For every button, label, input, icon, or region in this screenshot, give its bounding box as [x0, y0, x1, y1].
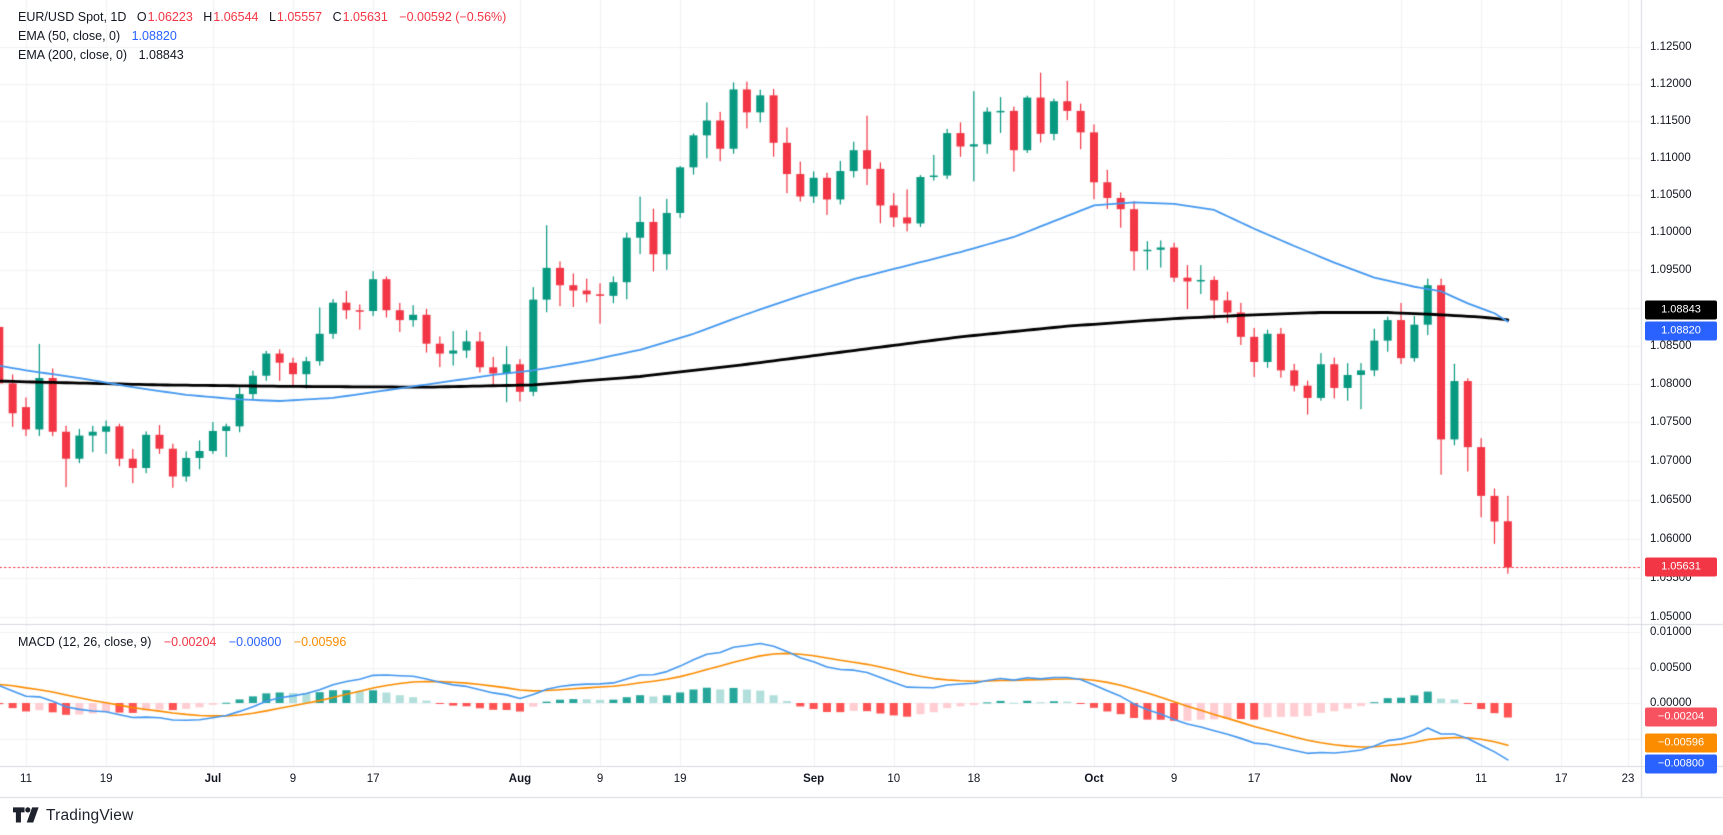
high-letter: H — [203, 10, 213, 24]
ema50-legend-row[interactable]: EMA (50, close, 0) 1.08820 — [18, 27, 506, 46]
ema200-label: EMA (200, close, 0) — [18, 48, 128, 62]
macd-legend-row[interactable]: MACD (12, 26, close, 9) −0.00204 −0.0080… — [18, 633, 346, 651]
macd-tick-label: 0.00500 — [1650, 661, 1692, 674]
ema200-value: 1.08843 — [138, 48, 184, 62]
price-tick-label: 1.12000 — [1650, 77, 1692, 90]
time-axis-label: 17 — [366, 773, 380, 785]
price-tick-label: 1.10000 — [1650, 226, 1692, 239]
time-axis-label: 9 — [596, 773, 604, 785]
time-axis-label: 11 — [1475, 773, 1488, 785]
last-price-badge: 1.05631 — [1645, 557, 1717, 577]
open-value: 1.06223 — [147, 10, 193, 24]
time-axis-label: 9 — [289, 773, 297, 785]
time-axis-label: 19 — [99, 773, 113, 785]
price-tick-label: 1.08000 — [1650, 378, 1692, 391]
time-scale[interactable] — [0, 766, 1723, 797]
high-value: 1.06544 — [213, 10, 259, 24]
close-value: 1.05631 — [342, 10, 388, 24]
change-value: −0.00592 (−0.56%) — [399, 10, 507, 24]
symbol-title: EUR/USD Spot, 1D — [18, 10, 127, 24]
low-value: 1.05557 — [276, 10, 323, 24]
price-tick-label: 1.11500 — [1650, 114, 1691, 127]
macd-line-badge: −0.00800 — [1645, 754, 1717, 774]
time-axis-label: Aug — [508, 773, 532, 785]
macd-signal-value: −0.00596 — [293, 635, 347, 649]
ema50-price-badge: 1.08820 — [1645, 321, 1717, 341]
ema50-value: 1.08820 — [131, 29, 177, 43]
time-axis-label: Sep — [803, 773, 825, 785]
ema200-price-badge: 1.08843 — [1645, 300, 1717, 320]
macd-signal-badge: −0.00596 — [1645, 733, 1717, 753]
time-axis-label: Jul — [204, 773, 222, 785]
price-tick-label: 1.12500 — [1650, 40, 1692, 53]
price-tick-label: 1.08500 — [1650, 339, 1692, 352]
time-axis-label: Oct — [1084, 773, 1104, 785]
open-letter: O — [136, 10, 147, 24]
time-axis-label: 18 — [967, 773, 981, 785]
macd-title: MACD (12, 26, close, 9) — [18, 635, 152, 649]
macd-hist-value: −0.00204 — [163, 635, 217, 649]
price-tick-label: 1.06000 — [1650, 532, 1692, 545]
time-axis-label: 11 — [20, 773, 32, 785]
time-axis-label: 9 — [1170, 773, 1178, 785]
price-tick-label: 1.11000 — [1650, 151, 1691, 164]
tradingview-logo-text: TradingView — [46, 807, 134, 824]
tradingview-logo-icon — [13, 807, 39, 823]
price-tick-label: 1.05000 — [1650, 611, 1692, 623]
macd-hist-badge: −0.00204 — [1645, 707, 1717, 727]
time-axis-label: Nov — [1390, 773, 1412, 785]
tradingview-logo[interactable]: TradingView — [13, 804, 134, 828]
ema200-legend-row[interactable]: EMA (200, close, 0) 1.08843 — [18, 46, 506, 65]
close-letter: C — [332, 10, 342, 24]
ema50-label: EMA (50, close, 0) — [18, 29, 121, 43]
price-tick-label: 1.09500 — [1650, 264, 1692, 277]
time-axis-label: 19 — [673, 773, 687, 785]
time-axis-label: 17 — [1554, 773, 1568, 785]
macd-tick-label: 0.00000 — [1650, 697, 1692, 709]
macd-tick-label: 0.01000 — [1650, 626, 1692, 638]
legend: EUR/USD Spot, 1D O1.06223 H1.06544 L1.05… — [18, 8, 506, 65]
macd-line-value: −0.00800 — [228, 635, 282, 649]
price-tick-label: 1.10500 — [1650, 188, 1692, 201]
price-tick-label: 1.06500 — [1650, 493, 1692, 506]
price-tick-label: 1.07500 — [1650, 416, 1692, 429]
time-axis-label: 23 — [1621, 773, 1635, 785]
low-letter: L — [268, 10, 276, 24]
price-tick-label: 1.07000 — [1650, 455, 1692, 468]
time-axis-label: 17 — [1247, 773, 1261, 785]
symbol-legend-row[interactable]: EUR/USD Spot, 1D O1.06223 H1.06544 L1.05… — [18, 8, 506, 27]
time-axis-label: 10 — [887, 773, 901, 785]
